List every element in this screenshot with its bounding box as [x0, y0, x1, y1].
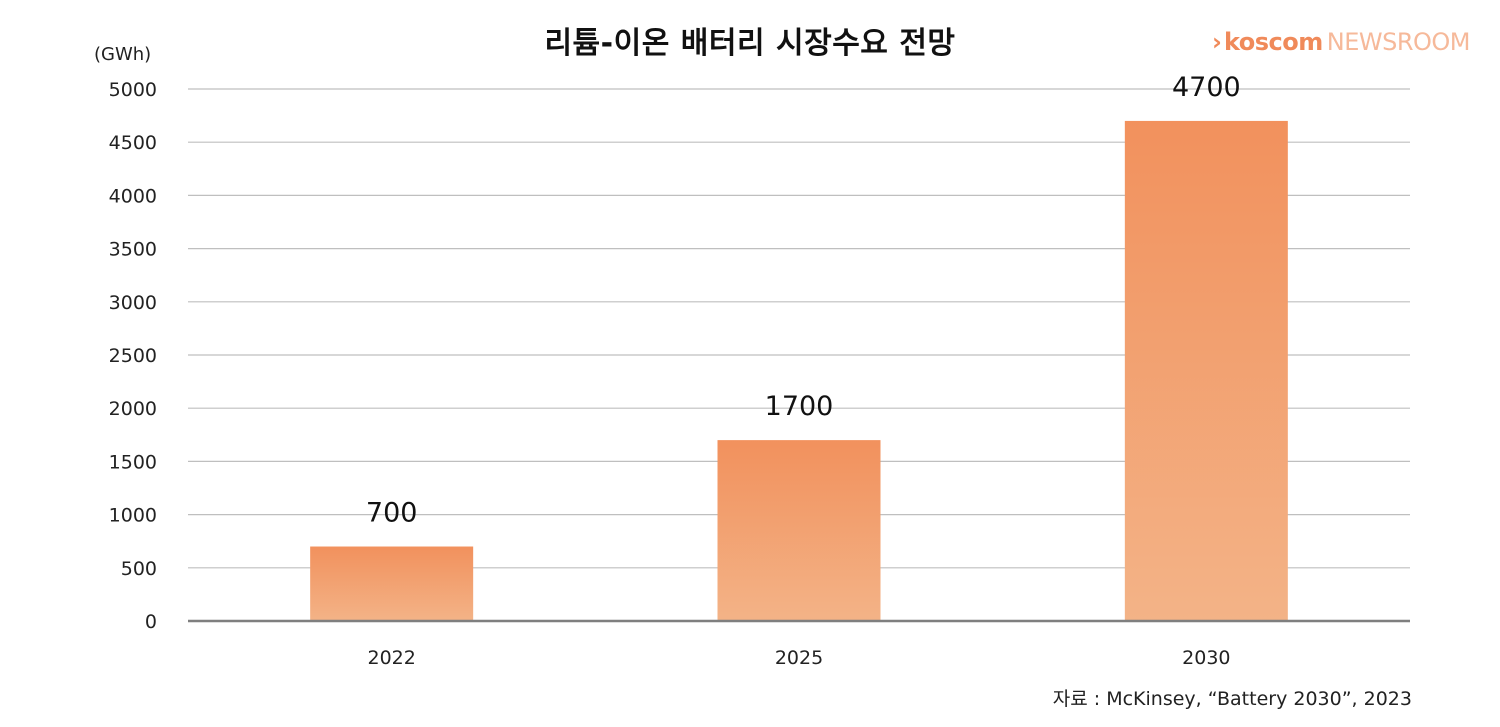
data-label: 700	[366, 498, 418, 529]
x-tick-label: 2030	[1182, 647, 1230, 669]
data-label: 1700	[765, 391, 834, 422]
koscom-newsroom-logo: ›koscom NEWSROOM	[1212, 28, 1470, 56]
source-note: 자료 : McKinsey, “Battery 2030”, 2023	[1052, 688, 1412, 710]
bars	[310, 120, 1288, 622]
x-tick-labels: 2022 2025 2030	[367, 647, 1230, 669]
x-tick-label: 2025	[775, 647, 823, 669]
y-tick-label: 4500	[109, 132, 157, 154]
logo-suffix: NEWSROOM	[1326, 28, 1471, 56]
bar-2022	[310, 546, 474, 621]
y-tick-label: 4000	[109, 185, 157, 207]
y-tick-label: 2000	[109, 398, 157, 420]
y-axis-unit-label: (GWh)	[94, 44, 152, 65]
y-tick-label: 1500	[109, 451, 157, 473]
y-tick-labels: 0 500 1000 1500 2000 2500 3000 3500 4000 4500 5000	[109, 79, 157, 633]
y-tick-label: 1000	[109, 505, 157, 527]
bar-2025	[717, 440, 881, 621]
y-tick-label: 3000	[109, 292, 157, 314]
y-tick-label: 500	[121, 558, 157, 580]
y-tick-label: 5000	[109, 79, 157, 101]
data-labels: 700 1700 4700	[366, 72, 1241, 529]
y-tick-label: 2500	[109, 345, 157, 367]
chart-title: 리튬-이온 배터리 시장수요 전망	[544, 26, 956, 61]
logo-brand: koscom	[1223, 28, 1323, 56]
data-label: 4700	[1172, 72, 1241, 103]
logo-chevron-icon: ›	[1212, 28, 1222, 56]
bar-2030	[1124, 120, 1288, 622]
y-tick-label: 3500	[109, 239, 157, 261]
x-tick-label: 2022	[367, 647, 415, 669]
y-tick-label: 0	[145, 611, 157, 633]
